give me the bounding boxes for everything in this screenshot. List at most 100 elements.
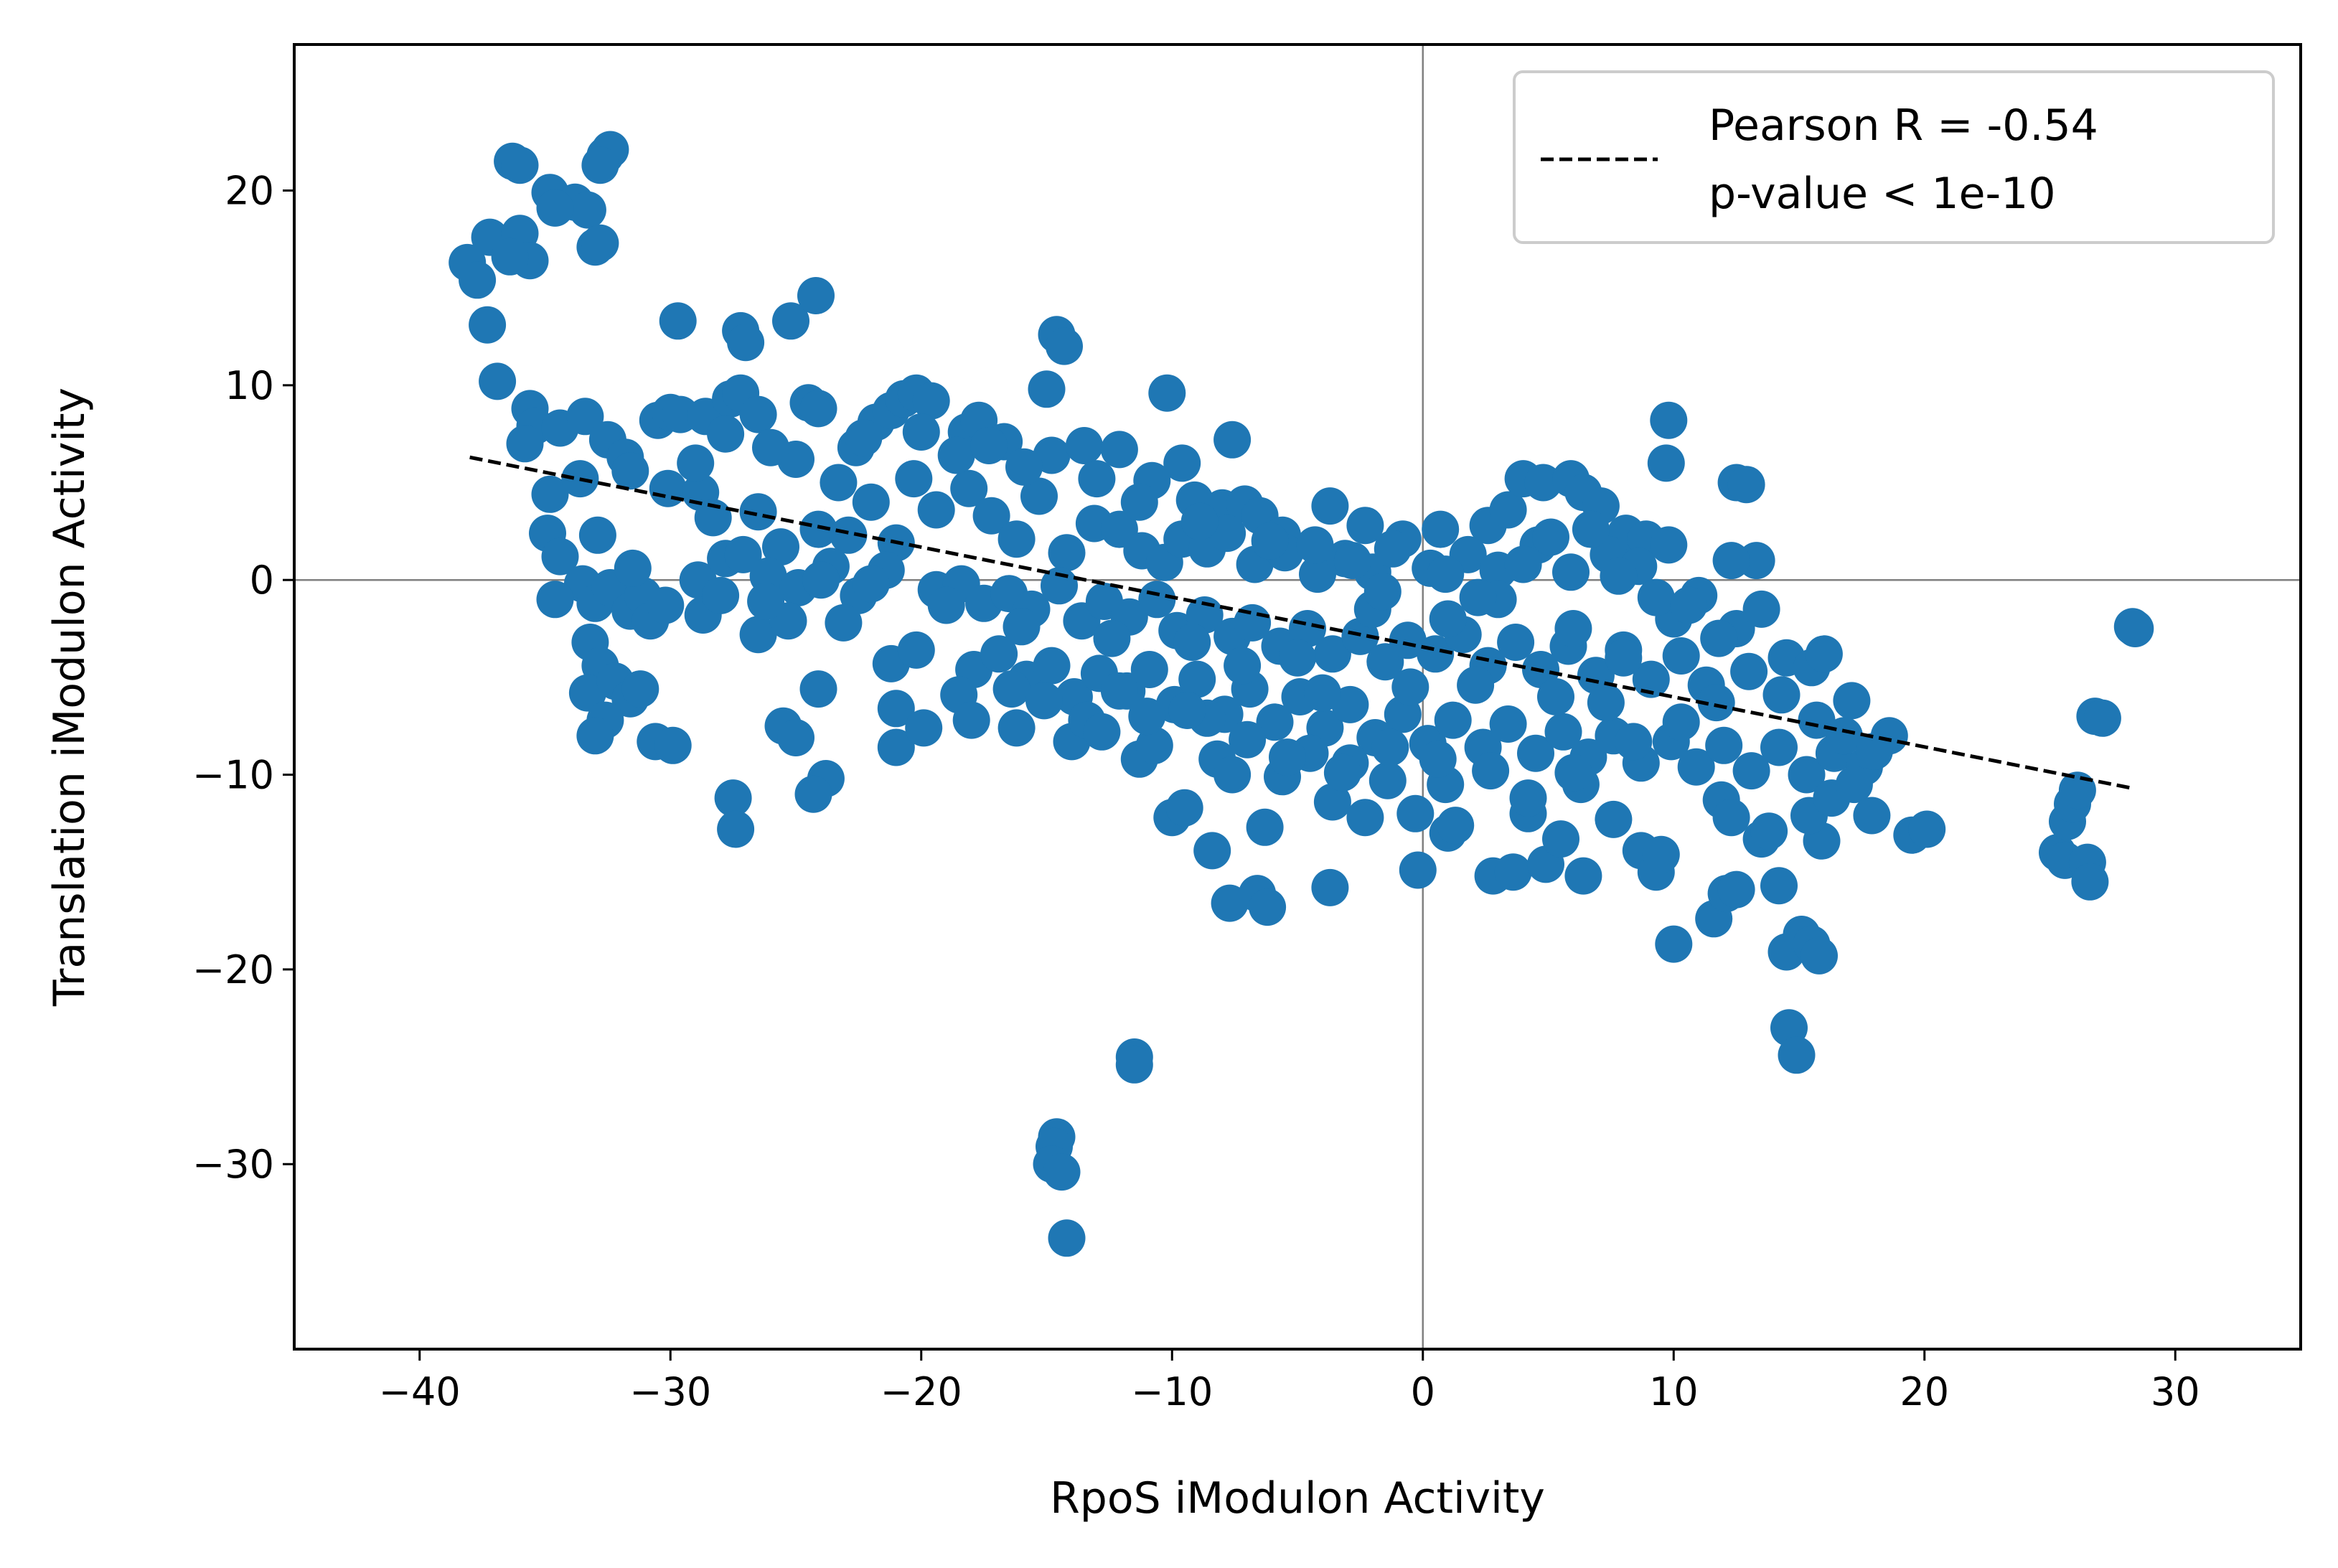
- data-point: [1043, 1153, 1081, 1191]
- data-point: [568, 191, 606, 229]
- data-point: [772, 302, 809, 340]
- data-point: [1700, 619, 1738, 657]
- data-point: [1742, 590, 1780, 628]
- data-point: [1269, 738, 1306, 776]
- data-point: [1437, 807, 1475, 845]
- data-point: [1509, 779, 1547, 817]
- data-point: [1615, 723, 1653, 761]
- data-point: [1289, 610, 1326, 647]
- data-point: [1303, 674, 1341, 712]
- data-point: [724, 535, 762, 573]
- data-point: [1028, 370, 1066, 408]
- data-point: [576, 717, 614, 755]
- data-point: [1346, 507, 1384, 545]
- data-point: [2083, 699, 2121, 737]
- data-point: [1732, 752, 1770, 790]
- data-point: [1459, 578, 1497, 616]
- data-point: [1422, 510, 1460, 548]
- data-point: [1637, 578, 1675, 616]
- data-point: [1677, 748, 1715, 786]
- data-point: [1712, 542, 1750, 580]
- data-point: [1670, 586, 1708, 624]
- data-point: [1504, 545, 1542, 583]
- data-point: [877, 690, 915, 728]
- data-point: [1229, 720, 1267, 759]
- data-point: [1788, 756, 1826, 794]
- data-point: [1457, 666, 1495, 704]
- data-point: [501, 146, 539, 184]
- data-point: [1213, 756, 1252, 794]
- data-point: [1825, 717, 1863, 755]
- data-point: [1100, 672, 1138, 710]
- data-point: [1908, 810, 1946, 848]
- data-point: [1472, 752, 1510, 790]
- data-point: [1128, 698, 1166, 736]
- data-point: [1224, 647, 1262, 685]
- legend: Pearson R = -0.54 p-value < 1e-10: [1513, 70, 2275, 244]
- x-tick-label: −40: [379, 1369, 461, 1414]
- data-point: [1246, 808, 1284, 846]
- data-point: [654, 726, 692, 764]
- data-point: [1163, 444, 1201, 482]
- data-point: [1374, 530, 1412, 568]
- data-point: [1730, 652, 1768, 690]
- data-point: [1368, 761, 1407, 799]
- data-point: [1135, 726, 1173, 764]
- data-point: [845, 419, 883, 457]
- data-point: [1003, 608, 1041, 646]
- data-point: [799, 670, 837, 708]
- data-point: [927, 586, 965, 624]
- data-point: [1542, 820, 1579, 858]
- data-point: [469, 306, 507, 344]
- plot-frame: [293, 43, 2302, 1351]
- data-point: [1048, 1219, 1086, 1257]
- data-point: [1033, 647, 1071, 685]
- y-tick-label: −30: [192, 1142, 274, 1187]
- data-point: [702, 576, 740, 614]
- data-point: [621, 670, 659, 708]
- data-point: [1168, 692, 1206, 729]
- data-point: [1093, 619, 1131, 657]
- data-point: [1632, 660, 1670, 698]
- data-point: [1396, 794, 1435, 832]
- data-point: [614, 549, 652, 587]
- data-point: [1494, 853, 1532, 891]
- data-point: [1138, 581, 1176, 619]
- data-point: [877, 728, 915, 766]
- data-point: [1279, 639, 1316, 677]
- data-point: [714, 779, 752, 817]
- data-point: [992, 670, 1030, 708]
- data-point: [1712, 799, 1750, 837]
- data-point: [1389, 621, 1427, 659]
- data-point: [897, 631, 935, 669]
- data-point: [1251, 522, 1289, 560]
- data-point: [1798, 701, 1836, 739]
- data-point: [677, 444, 715, 482]
- x-tick-label: −10: [1131, 1369, 1213, 1414]
- data-point: [1048, 534, 1086, 572]
- data-point: [739, 395, 777, 433]
- data-point: [1717, 870, 1755, 909]
- data-point: [1650, 526, 1688, 564]
- data-point: [1727, 466, 1765, 504]
- data-point: [1371, 728, 1409, 766]
- data-point: [1595, 800, 1633, 838]
- data-point: [479, 362, 517, 400]
- data-point: [1025, 682, 1063, 720]
- data-point: [1165, 789, 1203, 827]
- data-point: [1801, 936, 1838, 975]
- data-point: [1130, 651, 1168, 688]
- y-tick-label: −10: [192, 753, 274, 798]
- data-point: [1148, 374, 1186, 412]
- x-axis-ticks: −40 −30 −20 −10 0 10 20 30: [379, 1349, 2200, 1414]
- data-point: [1427, 555, 1465, 593]
- data-point: [1180, 502, 1219, 540]
- data-point: [1041, 567, 1078, 605]
- data-point: [980, 635, 1018, 673]
- data-point: [1299, 555, 1336, 593]
- data-point: [491, 238, 529, 276]
- data-point: [566, 398, 604, 436]
- data-point: [777, 719, 814, 756]
